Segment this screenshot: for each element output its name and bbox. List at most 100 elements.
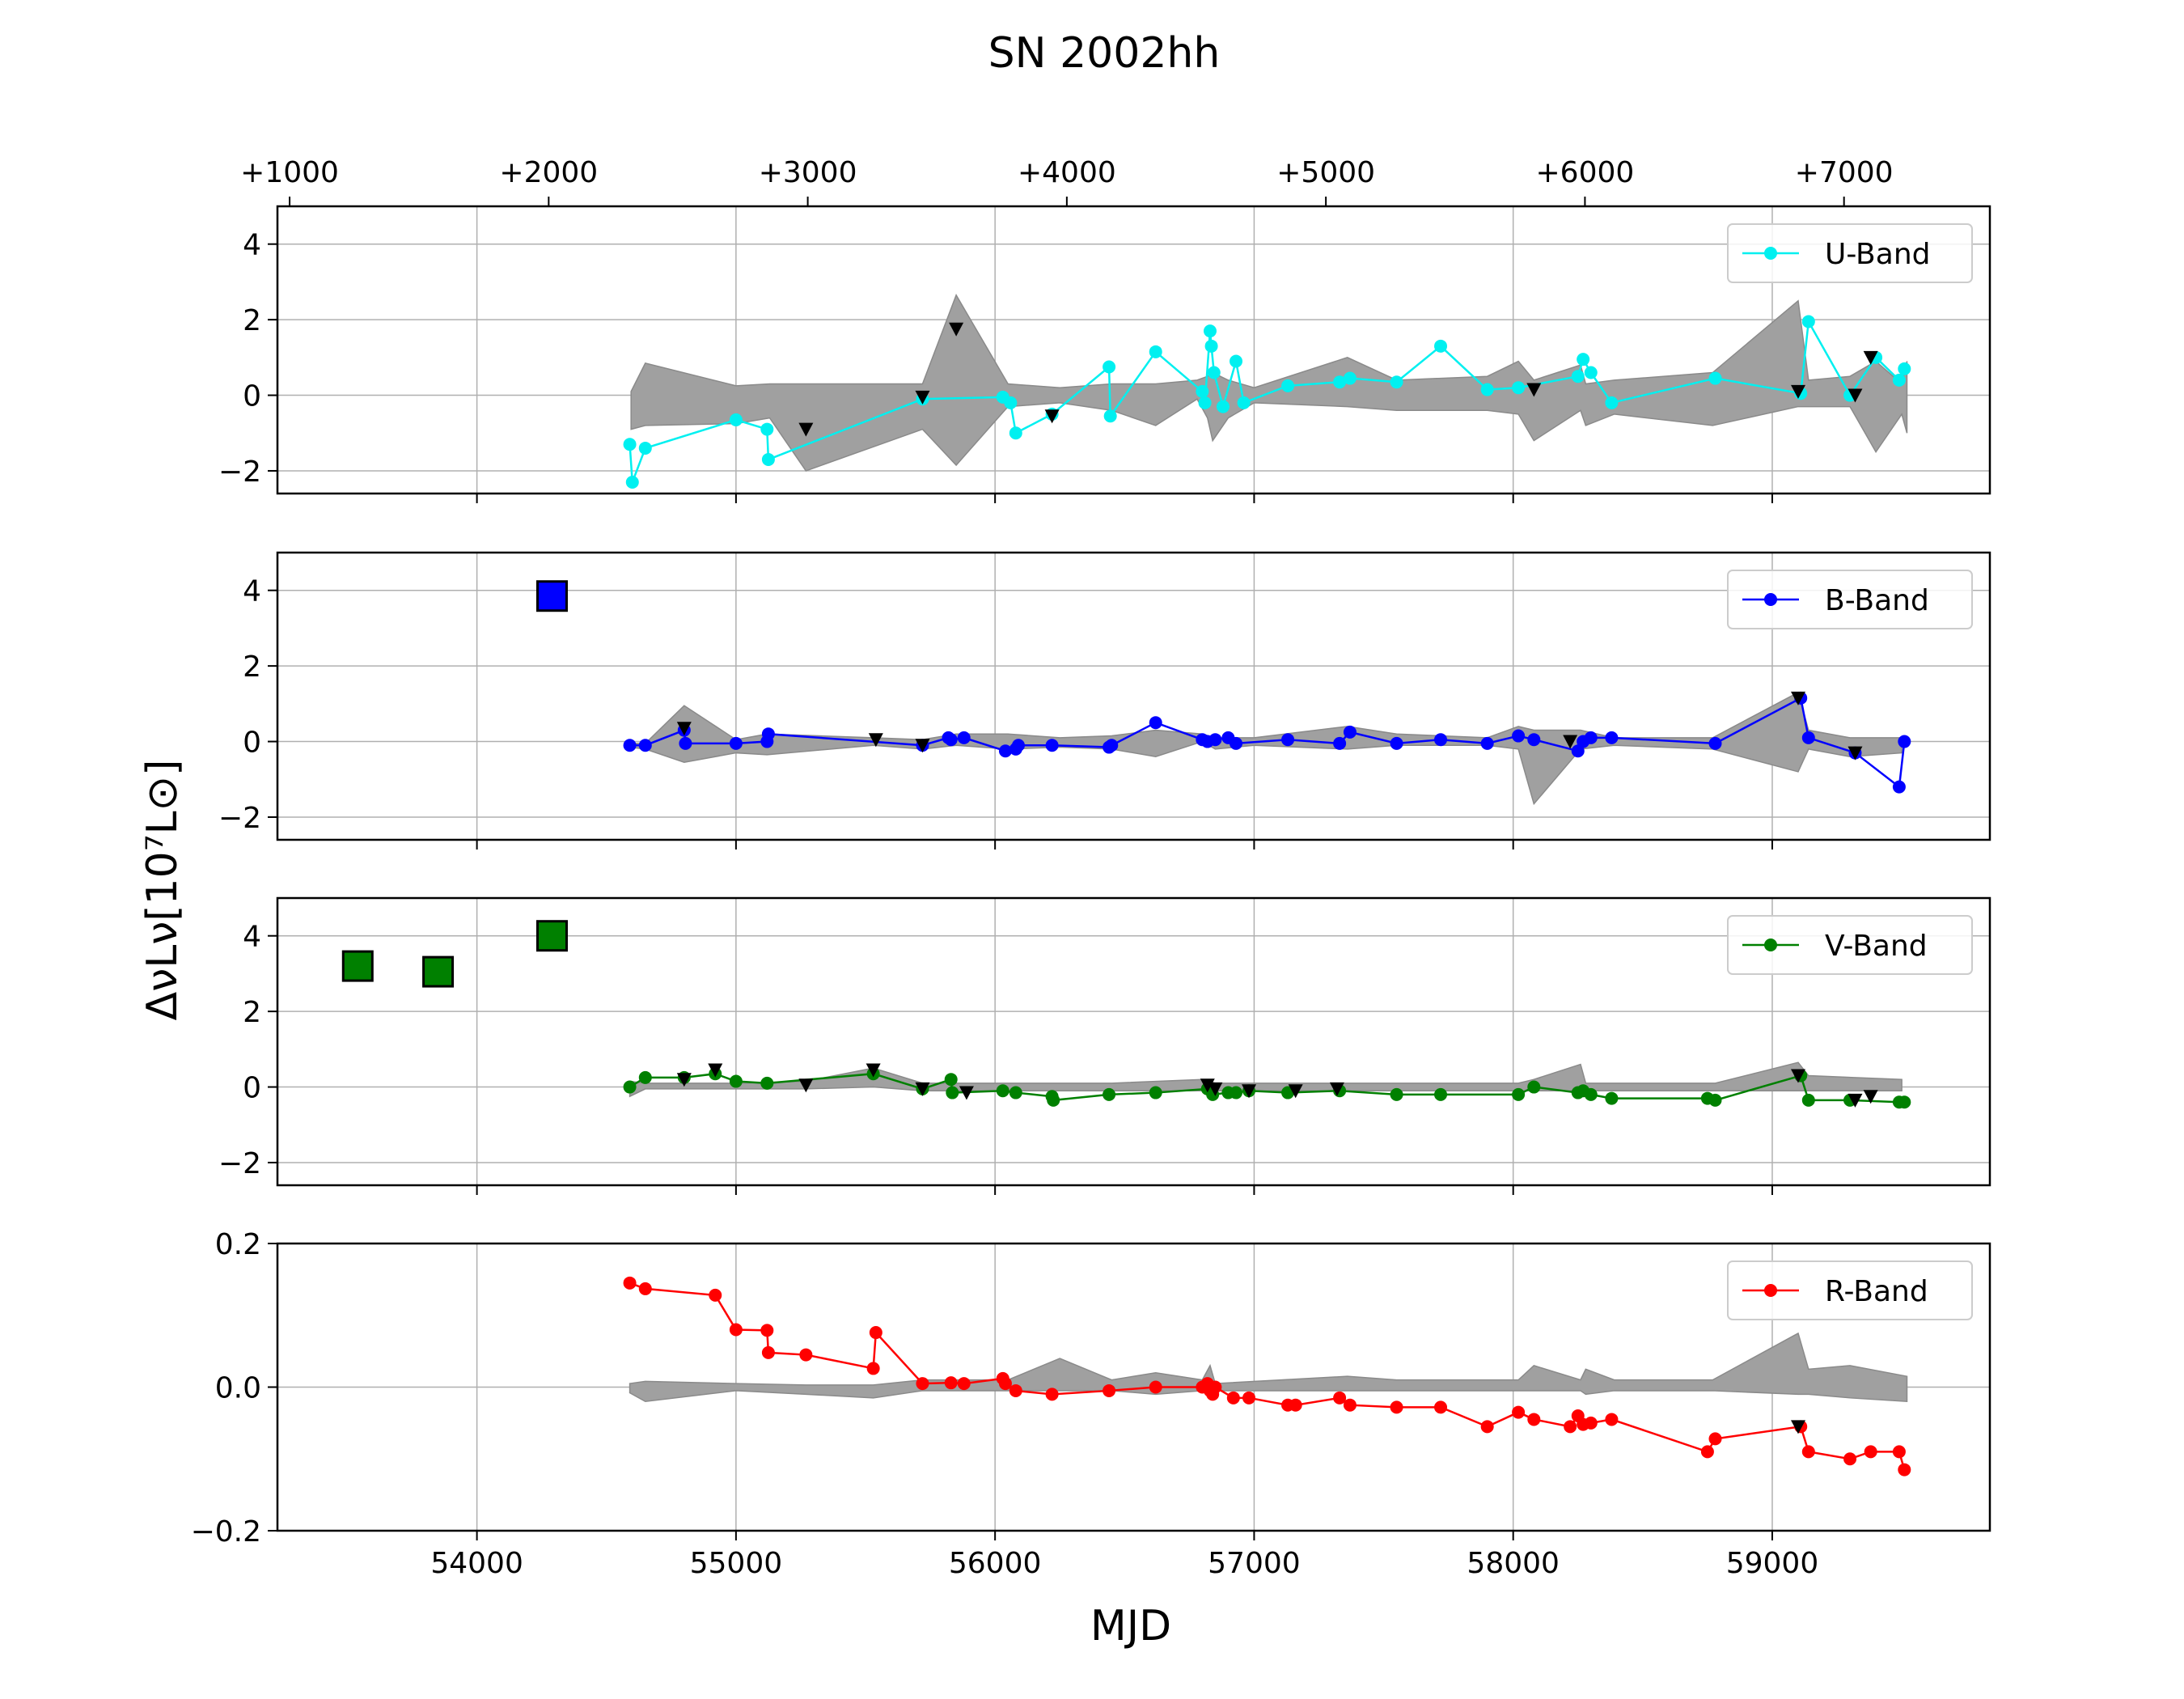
data-point (1230, 736, 1243, 750)
upper-limit-marker (1848, 746, 1863, 761)
y-tick-label: 0.0 (215, 1372, 261, 1405)
data-point (638, 1282, 652, 1295)
upper-limit-marker (1790, 384, 1805, 399)
data-point (1230, 1086, 1243, 1099)
data-point (1343, 1398, 1357, 1412)
y-tick-label: 4 (243, 921, 261, 954)
square-marker (422, 955, 455, 988)
upper-limit-marker (1863, 1090, 1878, 1104)
data-point (1196, 384, 1209, 398)
y-tick-label: 0 (243, 727, 261, 760)
top-tick-label: +6000 (1536, 156, 1635, 189)
upper-limit-marker (1044, 409, 1060, 424)
upper-limit-marker (1790, 1069, 1805, 1083)
data-point (957, 731, 971, 744)
data-point (1700, 1445, 1714, 1459)
data-point (1281, 379, 1295, 392)
data-point (1103, 1087, 1116, 1101)
data-point (1149, 1086, 1162, 1099)
data-point (998, 744, 1012, 758)
data-point (1009, 1383, 1022, 1397)
data-point (1434, 1087, 1448, 1101)
data-point (799, 1348, 813, 1362)
upper-limit-marker (1848, 388, 1863, 403)
x-tick-label: 58000 (1467, 1547, 1560, 1580)
data-point (1571, 744, 1585, 758)
data-point (1843, 1452, 1857, 1466)
top-tick-label: +7000 (1795, 156, 1894, 189)
data-point (760, 1324, 774, 1337)
x-tick-label: 59000 (1726, 1547, 1819, 1580)
panel-v-band: −2 0 2 4 V-Band (218, 896, 1991, 1195)
data-point (1390, 736, 1403, 750)
upper-limit-marker (1329, 1082, 1344, 1096)
data-point (866, 1362, 880, 1375)
series-line (629, 318, 1906, 483)
data-point (1898, 362, 1911, 375)
legend-label: V-Band (1825, 930, 1928, 963)
y-axis-label: ΔνLν[10⁷L⊙] (138, 760, 187, 1021)
plot-area (341, 920, 1911, 1109)
data-point (1434, 339, 1448, 353)
panel-r-band: −0.2 0.0 0.2 R-Band (191, 1228, 1991, 1549)
top-tick-label: +1000 (240, 156, 339, 189)
data-point (638, 739, 652, 752)
data-point (679, 736, 692, 750)
data-point (1708, 1432, 1722, 1446)
panel-u-band: −2 0 2 4 U-Band (218, 205, 1991, 503)
panel-frame (276, 551, 1991, 841)
data-point (1333, 1391, 1347, 1405)
data-point (760, 422, 774, 436)
x-tick-label: 55000 (690, 1547, 783, 1580)
square-marker (535, 920, 568, 952)
data-point (944, 1073, 958, 1087)
data-point (623, 739, 637, 752)
upper-limit-marker (915, 390, 930, 405)
upper-limit-marker (868, 733, 883, 748)
data-point (709, 1288, 722, 1302)
top-axis: +1000 +2000 +3000 +4000 +5000 +6000 +7000 (240, 156, 1894, 206)
data-point (1434, 1400, 1448, 1414)
data-point (1512, 1405, 1526, 1419)
data-point (729, 413, 743, 426)
data-point (1045, 1388, 1059, 1401)
data-point (761, 1345, 775, 1359)
legend: R-Band (1727, 1260, 1973, 1320)
data-point (761, 452, 775, 466)
data-point (1009, 426, 1022, 440)
panels: −2 0 2 4 U-Band −2 0 2 4 B-Band −2 0 2 4 V-Band −0.2 0.0… (191, 205, 1991, 1549)
data-point (1605, 1091, 1619, 1105)
data-point (638, 1070, 652, 1084)
data-point (1149, 345, 1162, 358)
data-point (1898, 1095, 1911, 1109)
legend-marker (1764, 938, 1777, 951)
data-point (1605, 731, 1619, 744)
data-point (1333, 375, 1347, 389)
data-point (1801, 1093, 1815, 1107)
data-point (1208, 1380, 1222, 1394)
upper-limit-marker (1563, 735, 1578, 749)
data-point (1564, 1420, 1577, 1434)
data-point (1009, 1086, 1022, 1099)
data-point (1584, 1416, 1598, 1430)
data-point (1004, 396, 1018, 409)
y-tick-label: 2 (243, 650, 261, 684)
top-tick-label: +4000 (1018, 156, 1116, 189)
upper-limit-marker (1863, 350, 1878, 365)
data-point (1480, 736, 1494, 750)
data-point (1605, 396, 1619, 409)
data-point (1527, 733, 1541, 747)
data-point (760, 1076, 774, 1090)
data-point (638, 441, 652, 455)
y-tick-label: 0 (243, 1072, 261, 1105)
data-point (1242, 1391, 1256, 1405)
legend: U-Band (1727, 223, 1973, 283)
uncertainty-band (630, 294, 1908, 472)
data-point (1204, 339, 1218, 353)
legend: V-Band (1727, 915, 1973, 975)
data-point (944, 1376, 958, 1390)
upper-limit-marker (1200, 1078, 1215, 1093)
data-point (623, 1276, 637, 1290)
data-point (1047, 1093, 1060, 1107)
